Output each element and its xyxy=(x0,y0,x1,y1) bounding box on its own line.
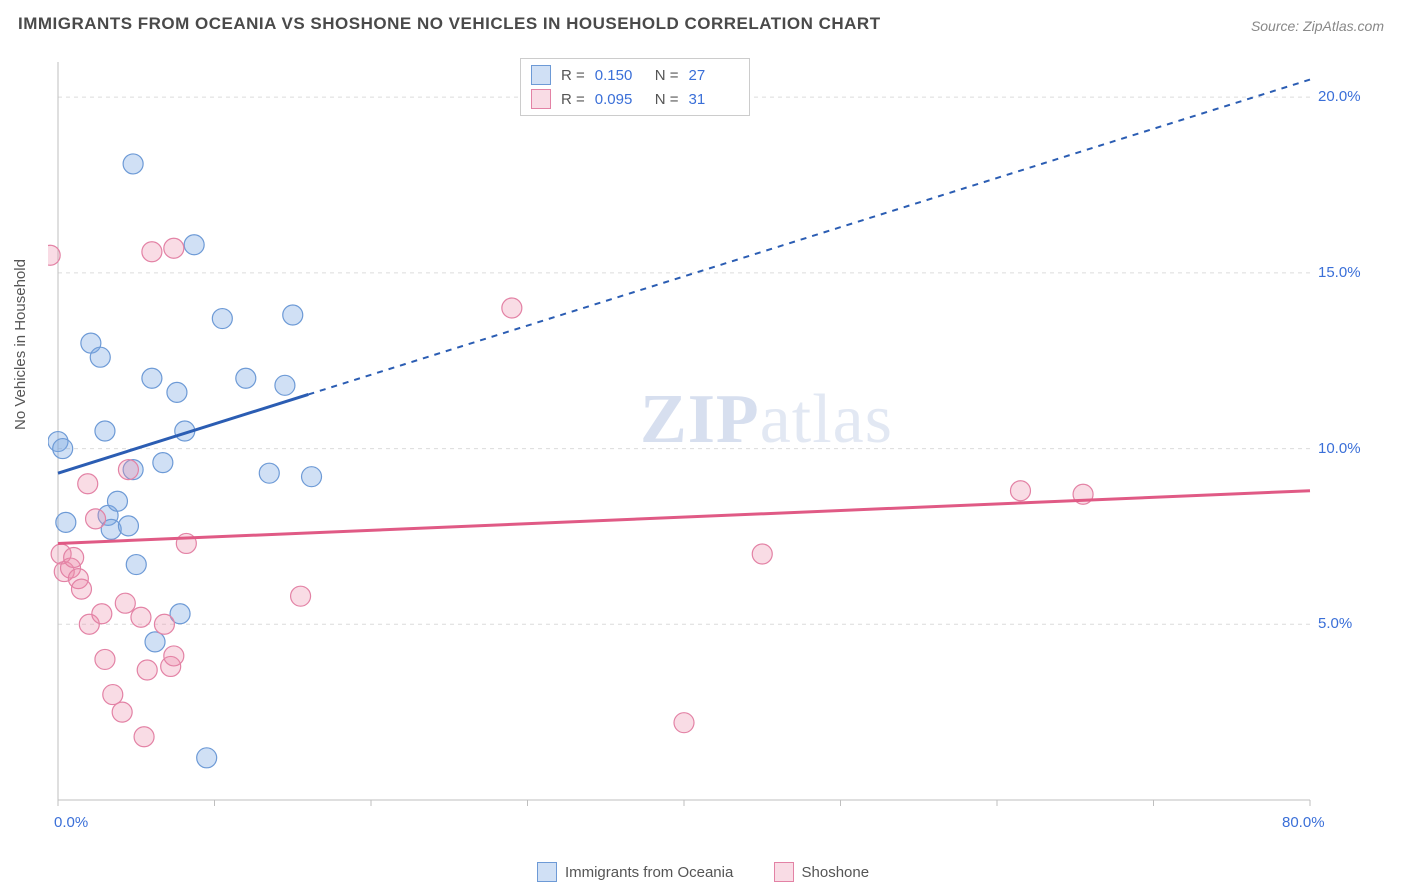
source-attribution: Source: ZipAtlas.com xyxy=(1251,18,1384,34)
n-label: N = xyxy=(655,91,679,108)
swatch-icon xyxy=(531,89,551,109)
axis-tick-label: 80.0% xyxy=(1282,814,1325,831)
watermark-bold: ZIP xyxy=(640,381,760,458)
n-value: 31 xyxy=(689,91,739,108)
axis-tick-label: 15.0% xyxy=(1318,264,1361,281)
swatch-icon xyxy=(774,862,794,882)
stats-row-oceania: R = 0.150 N = 27 xyxy=(531,63,739,87)
stats-legend: R = 0.150 N = 27 R = 0.095 N = 31 xyxy=(520,58,750,116)
stats-row-shoshone: R = 0.095 N = 31 xyxy=(531,87,739,111)
n-value: 27 xyxy=(689,67,739,84)
legend-label: Immigrants from Oceania xyxy=(565,864,733,881)
axis-tick-label: 10.0% xyxy=(1318,440,1361,457)
swatch-icon xyxy=(531,65,551,85)
n-label: N = xyxy=(655,67,679,84)
axis-tick-label: 5.0% xyxy=(1318,615,1352,632)
legend-label: Shoshone xyxy=(802,864,870,881)
r-label: R = xyxy=(561,91,585,108)
watermark-rest: atlas xyxy=(760,381,893,458)
swatch-icon xyxy=(537,862,557,882)
legend-item-oceania: Immigrants from Oceania xyxy=(537,862,733,882)
watermark: ZIPatlas xyxy=(640,380,893,460)
r-value: 0.095 xyxy=(595,91,645,108)
axis-tick-label: 20.0% xyxy=(1318,88,1361,105)
chart-title: IMMIGRANTS FROM OCEANIA VS SHOSHONE NO V… xyxy=(18,14,881,34)
axis-tick-label: 0.0% xyxy=(54,814,88,831)
r-label: R = xyxy=(561,67,585,84)
series-legend: Immigrants from Oceania Shoshone xyxy=(0,862,1406,886)
legend-item-shoshone: Shoshone xyxy=(774,862,870,882)
r-value: 0.150 xyxy=(595,67,645,84)
y-axis-label: No Vehicles in Household xyxy=(12,259,29,430)
